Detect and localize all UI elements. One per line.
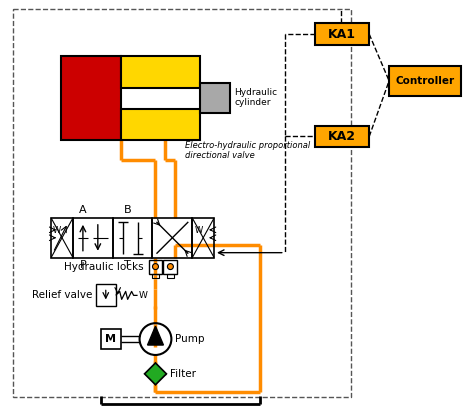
Bar xyxy=(167,274,174,279)
Bar xyxy=(61,56,121,140)
Text: Electro-hydraulic proportional
directional valve: Electro-hydraulic proportional direction… xyxy=(185,141,310,160)
Bar xyxy=(200,83,230,112)
Bar xyxy=(51,218,73,258)
Text: KA1: KA1 xyxy=(328,28,356,40)
Bar xyxy=(73,218,113,258)
Bar xyxy=(389,66,461,96)
Bar xyxy=(153,274,159,279)
Text: P: P xyxy=(80,260,86,270)
Text: KA2: KA2 xyxy=(328,130,356,143)
Bar xyxy=(96,284,116,306)
Text: Filter: Filter xyxy=(170,369,196,379)
Bar xyxy=(113,218,153,258)
Text: T: T xyxy=(124,260,131,270)
Text: A: A xyxy=(79,205,87,215)
Bar xyxy=(153,218,192,258)
Bar xyxy=(192,218,214,258)
Text: Hydraulic locks: Hydraulic locks xyxy=(64,262,144,272)
Polygon shape xyxy=(145,363,166,385)
Text: B: B xyxy=(124,205,131,215)
Bar xyxy=(13,9,351,397)
Circle shape xyxy=(153,263,158,270)
Polygon shape xyxy=(147,326,164,345)
Bar xyxy=(164,260,177,274)
Text: Pump: Pump xyxy=(175,334,205,344)
Bar xyxy=(121,109,200,140)
Text: W: W xyxy=(53,226,61,235)
Text: W: W xyxy=(194,226,202,235)
Text: W: W xyxy=(138,291,147,300)
Circle shape xyxy=(167,263,173,270)
Bar xyxy=(315,23,369,45)
Bar xyxy=(148,260,163,274)
Text: Controller: Controller xyxy=(395,76,455,86)
Bar xyxy=(101,329,121,349)
Text: Relief valve: Relief valve xyxy=(33,290,93,300)
Text: M: M xyxy=(105,334,116,344)
Text: Hydraulic
cylinder: Hydraulic cylinder xyxy=(234,88,277,107)
Bar xyxy=(315,126,369,147)
Bar xyxy=(121,56,200,88)
